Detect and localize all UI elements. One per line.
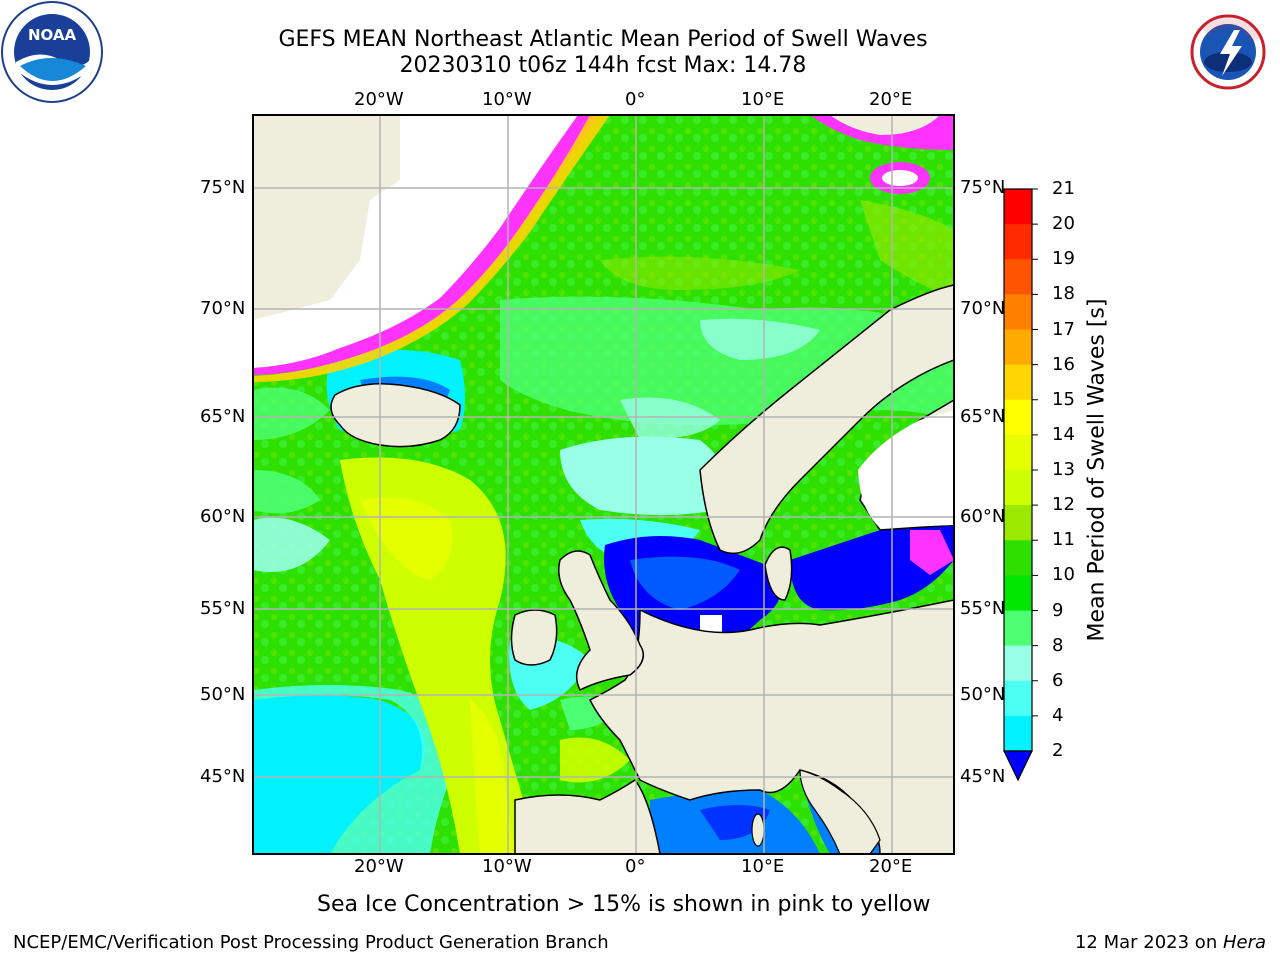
lon-tick-top-10e: 10°E <box>741 89 785 110</box>
colorbar-tick-label: 9 <box>1052 599 1064 621</box>
land-ireland <box>510 609 558 666</box>
sea-ice-caption: Sea Ice Concentration > 15% is shown in … <box>317 892 931 917</box>
lat-tick-right-65n: 65°N <box>960 406 1006 427</box>
lat-tick-left-50n: 50°N <box>200 684 246 705</box>
land-denmark <box>764 546 793 601</box>
map-frame <box>252 114 955 855</box>
colorbar-tick-label: 17 <box>1052 318 1075 340</box>
colorbar-tick-label: 13 <box>1052 459 1075 480</box>
colorbar-swatch <box>1004 224 1032 260</box>
lat-tick-right-45n: 45°N <box>960 766 1006 787</box>
lat-tick-right-75n: 75°N <box>960 177 1006 198</box>
footer-branch: NCEP/EMC/Verification Post Processing Pr… <box>13 932 609 953</box>
map-subtitle: 20230310 t06z 144h fcst Max: 14.78 <box>399 53 807 78</box>
colorbar <box>1004 188 1038 752</box>
lat-tick-left-60n: 60°N <box>200 506 246 527</box>
lon-tick-top-20w: 20°W <box>354 89 404 110</box>
colorbar-tick-label: 14 <box>1052 423 1075 445</box>
colorbar-swatch <box>1004 294 1032 330</box>
colorbar-tick-label: 6 <box>1052 669 1064 691</box>
nws-logo <box>1190 14 1266 90</box>
colorbar-tick-label: 12 <box>1052 494 1075 516</box>
colorbar-swatch <box>1004 575 1032 611</box>
colorbar-swatch <box>1004 715 1032 752</box>
lon-tick-bottom-20e: 20°E <box>869 856 913 877</box>
land-greenland <box>253 115 400 320</box>
lat-tick-right-50n: 50°N <box>960 684 1006 705</box>
lon-tick-top-0: 0° <box>625 89 646 110</box>
lat-tick-left-70n: 70°N <box>200 298 246 319</box>
colorbar-swatch <box>1004 505 1032 541</box>
colorbar-label: Mean Period of Swell Waves [s] <box>1084 298 1110 642</box>
swell-band-norway <box>560 436 727 515</box>
footer-date: 12 Mar 2023 on Hera <box>1075 933 1266 953</box>
colorbar-swatch <box>1004 364 1032 401</box>
land-iceland <box>330 383 461 448</box>
lon-tick-bottom-10w: 10°W <box>482 856 532 877</box>
colorbar-tick-label: 19 <box>1052 248 1075 270</box>
lat-tick-right-70n: 70°N <box>960 298 1006 319</box>
graticule <box>253 115 954 854</box>
lon-tick-top-10w: 10°W <box>482 89 532 110</box>
land-great-britain <box>558 550 645 692</box>
colorbar-tick-label: 16 <box>1052 353 1075 375</box>
lon-tick-bottom-0: 0° <box>625 856 646 877</box>
land-europe <box>588 599 954 854</box>
colorbar-swatch <box>1004 645 1032 682</box>
colorbar-tick-label: 8 <box>1052 634 1064 656</box>
noaa-logo-text: NOAA <box>28 26 77 44</box>
colorbar-tick-label: 2 <box>1052 740 1064 761</box>
lat-tick-left-55n: 55°N <box>200 598 246 619</box>
colorbar-swatch <box>1004 189 1032 225</box>
colorbar-tick-label: 20 <box>1052 213 1075 235</box>
sea-ice-edge <box>253 115 600 375</box>
lon-tick-bottom-20w: 20°W <box>354 856 404 877</box>
colorbar-swatch <box>1004 329 1032 366</box>
colorbar-swatch <box>1004 680 1032 717</box>
colorbar-swatch <box>1004 259 1032 295</box>
colorbar-tick-label: 10 <box>1052 564 1075 586</box>
colorbar-tick-label: 15 <box>1052 388 1075 410</box>
land-iberia <box>514 778 661 854</box>
colorbar-swatch <box>1004 399 1032 436</box>
footer-date-text: 12 Mar 2023 on <box>1074 932 1223 953</box>
colorbar-tick-label: 21 <box>1052 178 1075 199</box>
colorbar-extend-arrow <box>1003 750 1033 782</box>
colorbar-tick-label: 18 <box>1052 283 1075 305</box>
lat-tick-left-65n: 65°N <box>200 406 246 427</box>
lat-tick-right-60n: 60°N <box>960 506 1006 527</box>
noaa-logo: NOAA <box>1 1 103 103</box>
swell-band-low <box>253 695 425 854</box>
lon-tick-top-20e: 20°E <box>869 89 913 110</box>
map-title: GEFS MEAN Northeast Atlantic Mean Period… <box>278 27 928 52</box>
lat-tick-right-55n: 55°N <box>960 598 1006 619</box>
lat-tick-left-75n: 75°N <box>200 177 246 198</box>
lon-tick-bottom-10e: 10°E <box>741 856 785 877</box>
colorbar-swatch <box>1004 610 1032 647</box>
colorbar-swatch <box>1004 434 1032 471</box>
lat-tick-left-45n: 45°N <box>200 766 246 787</box>
footer-host: Hera <box>1222 932 1266 953</box>
colorbar-swatch <box>1004 470 1032 506</box>
colorbar-swatch <box>1004 540 1032 576</box>
colorbar-tick-label: 4 <box>1052 704 1064 726</box>
colorbar-tick-label: 11 <box>1052 529 1075 551</box>
